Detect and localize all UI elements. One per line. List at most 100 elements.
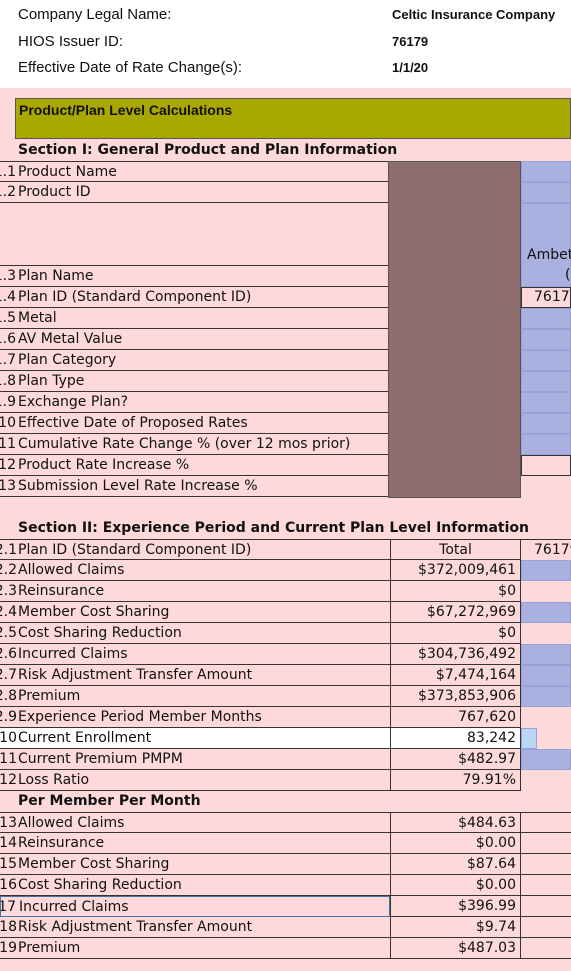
total-value[interactable]: $0 <box>390 623 521 644</box>
row-label: Plan Type <box>18 373 85 389</box>
plan-attribute-cell[interactable] <box>521 308 571 329</box>
pmpm-total-value[interactable]: $396.99 <box>390 896 521 917</box>
product-rate-cell[interactable] <box>521 455 571 476</box>
total-value[interactable]: $67,272,969 <box>390 602 521 623</box>
pmpm-total-value[interactable]: $87.64 <box>390 854 521 875</box>
hios-issuer-label: HIOS Issuer ID: <box>18 33 124 50</box>
plan-attribute-cell[interactable] <box>521 392 571 413</box>
pmpm-plan-cell[interactable] <box>521 833 571 854</box>
plan-attribute-cell[interactable] <box>521 350 571 371</box>
row-label: Reinsurance <box>18 835 105 851</box>
pmpm-plan-cell[interactable] <box>521 896 571 917</box>
pmpm-total-value[interactable]: $0.00 <box>390 833 521 854</box>
row-label: Product ID <box>18 184 91 200</box>
row-number: 2.11 <box>0 751 17 767</box>
plan-experience-cell[interactable] <box>521 560 571 581</box>
row-label: Plan ID (Standard Component ID) <box>18 542 252 558</box>
pmpm-plan-cell[interactable] <box>521 854 571 875</box>
product-id-cell[interactable] <box>521 182 571 203</box>
plan-experience-cell[interactable] <box>521 749 571 770</box>
row-number: 1.10 <box>0 415 16 431</box>
pmpm-plan-cell[interactable] <box>521 917 571 938</box>
row-label: Reinsurance <box>18 583 105 599</box>
row-number: 1.1 <box>0 164 16 180</box>
hios-issuer-value[interactable]: 76179 <box>392 34 429 49</box>
plan-name-cell[interactable] <box>521 203 571 287</box>
row-number: 2.17 <box>1 899 16 915</box>
plan-name-partial: Ambet <box>527 247 571 263</box>
row-label: Exchange Plan? <box>18 394 129 410</box>
total-value[interactable]: $373,853,906 <box>390 686 521 707</box>
row-label: Plan Name <box>18 268 94 284</box>
row-label: Risk Adjustment Transfer Amount <box>18 667 253 683</box>
plan-placeholder-column <box>388 161 521 498</box>
row-label: Allowed Claims <box>18 562 125 578</box>
plan-experience-cell[interactable] <box>521 602 571 623</box>
row-label: Product Rate Increase % <box>18 457 190 473</box>
total-value[interactable]: $372,009,461 <box>390 560 521 581</box>
effective-date-value[interactable]: 1/1/20 <box>392 60 429 75</box>
total-value[interactable]: $304,736,492 <box>390 644 521 665</box>
row-label: Premium <box>18 688 81 704</box>
company-info-panel: Company Legal Name: Celtic Insurance Com… <box>0 0 571 88</box>
row-number: 2.18 <box>0 919 17 935</box>
row-number: 1.12 <box>0 457 16 473</box>
section1-row: 1.12Product Rate Increase % <box>0 455 390 476</box>
pmpm-title: Per Member Per Month <box>18 793 201 809</box>
section1-row: 1.11Cumulative Rate Change % (over 12 mo… <box>0 434 390 455</box>
row-number: 1.13 <box>0 478 16 494</box>
company-legal-name-value[interactable]: Celtic Insurance Company <box>392 7 556 22</box>
plan-experience-cell[interactable] <box>521 686 571 707</box>
plan-attribute-cell[interactable] <box>521 329 571 350</box>
row-label: Current Enrollment <box>18 730 152 746</box>
plan-id-partial: 7617 <box>534 289 570 305</box>
row-number: 1.7 <box>0 352 16 368</box>
pmpm-total-value[interactable]: $9.74 <box>390 917 521 938</box>
row-number: 2.14 <box>0 835 17 851</box>
total-column-header[interactable]: Total <box>390 539 521 560</box>
row-label: Cost Sharing Reduction <box>18 877 182 893</box>
total-value[interactable]: $0 <box>390 581 521 602</box>
total-value[interactable]: 79.91% <box>390 770 521 791</box>
total-value[interactable]: $482.97 <box>390 749 521 770</box>
pmpm-total-value[interactable]: $484.63 <box>390 812 521 833</box>
pmpm-plan-cell[interactable] <box>521 938 571 959</box>
plan-attribute-cell[interactable] <box>521 371 571 392</box>
plan-experience-cell[interactable] <box>521 728 537 749</box>
pmpm-plan-cell[interactable] <box>521 812 571 833</box>
total-value[interactable]: 83,242 <box>390 728 521 749</box>
pmpm-total-value[interactable]: $487.03 <box>390 938 521 959</box>
pmpm-plan-cell[interactable] <box>521 875 571 896</box>
pmpm-total-value[interactable]: $0.00 <box>390 875 521 896</box>
plan-experience-cell[interactable] <box>521 644 571 665</box>
plan-attribute-cell[interactable] <box>521 434 571 455</box>
total-value[interactable]: $7,474,164 <box>390 665 521 686</box>
plan-attribute-cell[interactable] <box>521 413 571 434</box>
plan-name-partial-2: ( <box>565 267 571 283</box>
row-label: Incurred Claims <box>19 899 129 915</box>
row-label: Cumulative Rate Change % (over 12 mos pr… <box>18 436 351 452</box>
row-label: Product Name <box>18 164 117 180</box>
row-number: 1.2 <box>0 184 16 200</box>
product-name-cell[interactable] <box>521 161 571 182</box>
row-label: Member Cost Sharing <box>18 604 170 620</box>
calculations-banner: Product/Plan Level Calculations <box>15 98 571 139</box>
plan-experience-cell[interactable] <box>521 665 571 686</box>
next-plan-id-header[interactable]: 76179 <box>521 539 571 560</box>
total-value[interactable]: 767,620 <box>390 707 521 728</box>
row-number: 2.15 <box>0 856 17 872</box>
